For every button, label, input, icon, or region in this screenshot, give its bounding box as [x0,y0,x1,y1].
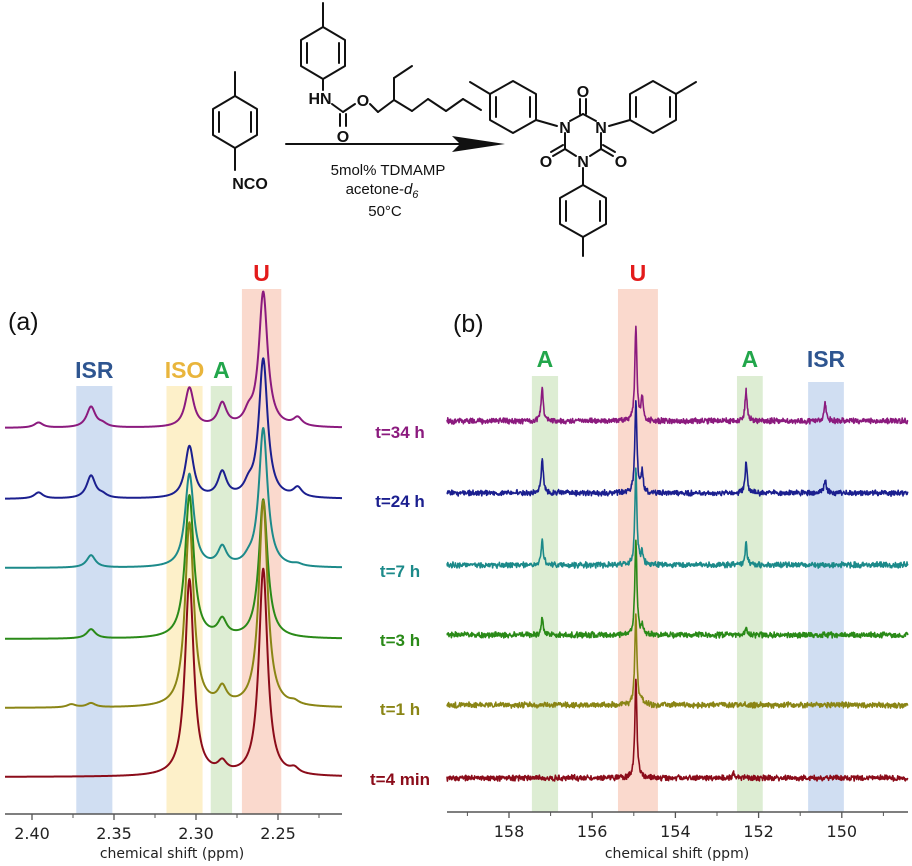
scheme-labels: NCO HN O O N N N O O O 5mol% TDMAMP acet… [232,84,627,220]
spectrum-t-7-h [4,427,343,569]
spectrum-t-4-min [4,567,343,778]
time-label-34h: t=34 h [375,423,425,442]
spectrum-t-24-h [4,357,343,500]
region-band-isr [808,382,844,812]
catalyst-condition: 5mol% TDMAMP [331,162,446,179]
time-label-3h: t=3 h [380,631,420,650]
triaryl-isocyanurate-structure [469,80,697,257]
time-label-7h: t=7 h [380,562,420,581]
panel-b-label: (b) [453,310,484,338]
spectrum-t-34-h [4,290,343,429]
region-label-iso: ISO [165,357,205,383]
panel-a-label: (a) [8,308,39,336]
reaction-arrow [285,136,505,152]
spectrum-t-34-h [446,325,909,425]
spectrum-t-1-h [4,499,343,709]
region-label-a: A [213,357,230,383]
time-legend: t=34 h t=24 h t=7 h t=3 h t=1 h t=4 min [370,423,430,789]
panel-b-regions: A U A ISR [531,260,846,812]
carbonyl-oxygen-label: O [337,129,349,146]
spectrum-t-1-h [446,613,909,709]
x-tick-label: 2.25 [260,824,296,843]
time-label-24h: t=24 h [375,492,425,511]
reaction-scheme [212,2,697,257]
x-tick-label: 154 [660,822,691,841]
panel-b-spectra [446,325,909,782]
time-label-4min: t=4 min [370,770,430,789]
spectrum-t-7-h [446,467,909,569]
x-tick-label: 2.40 [14,824,50,843]
panel-a-x-axis-title: chemical shift (ppm) [100,846,244,862]
region-band-isr [76,386,113,814]
x-tick-label: 156 [577,822,608,841]
region-label-isr: ISR [75,357,114,383]
isocyanate-label: NCO [232,176,268,193]
region-label-a: A [537,346,554,372]
nh-label: HN [308,91,331,108]
panel-a-x-axis: 2.40 2.35 2.30 2.25 [5,813,342,843]
x-tick-label: 152 [743,822,774,841]
spectrum-t-3-h [4,494,343,640]
region-band-a [531,376,559,812]
n-atom-label: N [559,120,571,137]
panel-a-regions: ISR ISO A U [75,260,282,814]
solvent-condition: acetone-d6 [346,181,420,201]
region-label-u: U [253,260,270,286]
spectrum-t-4-min [446,678,909,782]
panel-b-x-axis-title: chemical shift (ppm) [605,846,749,862]
time-label-1h: t=1 h [380,700,420,719]
tolyl-isocyanate-structure [212,71,258,171]
ester-oxygen-label: O [357,93,369,110]
spectrum-t-3-h [446,539,909,639]
o-atom-label: O [540,154,552,171]
x-tick-label: 2.35 [96,824,132,843]
carbamate-structure [300,2,482,127]
x-tick-label: 158 [494,822,525,841]
panel-b-x-axis: 158 156 154 152 150 [447,811,908,841]
region-band-a [210,386,233,814]
o-atom-label: O [577,84,589,101]
region-band-a [736,376,763,812]
region-label-a: A [742,346,759,372]
spectrum-t-24-h [446,400,909,497]
region-label-u: U [630,260,647,286]
n-atom-label: N [577,154,589,171]
x-tick-label: 150 [827,822,858,841]
o-atom-label: O [615,154,627,171]
n-atom-label: N [595,120,607,137]
temperature-condition: 50°C [368,203,402,220]
panel-a-spectra [4,290,343,778]
region-label-isr: ISR [807,346,846,372]
x-tick-label: 2.30 [178,824,214,843]
